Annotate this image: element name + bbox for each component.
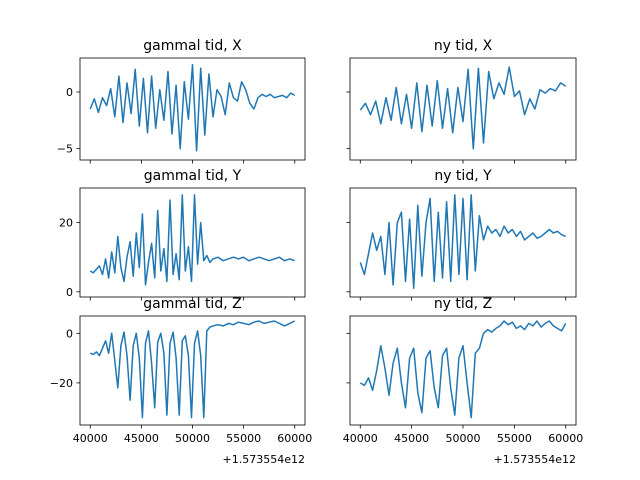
- subplot-5: 0 −20 40000 45000 50000 55000 60000 +1.573554e1…: [50, 296, 312, 466]
- x-tick-label: 60000: [548, 432, 583, 445]
- series-line: [89, 64, 296, 152]
- subplot-6: 40000 45000 50000 55000 60000 +1.573554e12 ny …: [343, 296, 583, 466]
- subplot-title: gammal tid, Z: [143, 296, 241, 312]
- series-line: [359, 320, 567, 419]
- series-line: [359, 194, 566, 290]
- x-tick-label: 40000: [73, 432, 108, 445]
- x-tick-label: 55000: [226, 432, 261, 445]
- y-tick-label: 0: [66, 286, 73, 299]
- subplot-2: ny tid, X: [346, 38, 577, 164]
- x-tick-label: 55000: [497, 432, 532, 445]
- x-tick-label: 45000: [394, 432, 429, 445]
- x-offset-label: +1.573554e12: [494, 453, 576, 466]
- x-tick-label: 50000: [446, 432, 481, 445]
- x-tick-label: 60000: [277, 432, 312, 445]
- y-tick-label: 20: [59, 217, 73, 230]
- subplot-3: 20 0 gammal tid, Y: [59, 168, 306, 301]
- subplot-title: ny tid, X: [434, 38, 493, 54]
- subplot-title: ny tid, Z: [434, 296, 492, 312]
- subplot-grid: 0 −5 gammal tid, X ny tid, X 20 0 gammal tid, …: [50, 38, 583, 466]
- x-tick-label: 45000: [124, 432, 159, 445]
- series-line: [89, 194, 296, 286]
- subplot-1: 0 −5 gammal tid, X: [57, 38, 306, 164]
- y-tick-label: −20: [50, 377, 73, 390]
- subplot-title: ny tid, Y: [434, 168, 492, 184]
- x-tick-label: 40000: [343, 432, 378, 445]
- y-tick-label: 0: [66, 86, 73, 99]
- subplot-4: ny tid, Y: [346, 168, 577, 301]
- x-offset-label: +1.573554e12: [223, 453, 305, 466]
- subplot-title: gammal tid, Y: [144, 168, 242, 184]
- series-line: [89, 320, 296, 419]
- subplot-title: gammal tid, X: [143, 38, 242, 54]
- series-line: [359, 66, 567, 150]
- y-tick-label: −5: [57, 143, 73, 156]
- y-tick-label: 0: [66, 327, 73, 340]
- x-tick-label: 50000: [175, 432, 210, 445]
